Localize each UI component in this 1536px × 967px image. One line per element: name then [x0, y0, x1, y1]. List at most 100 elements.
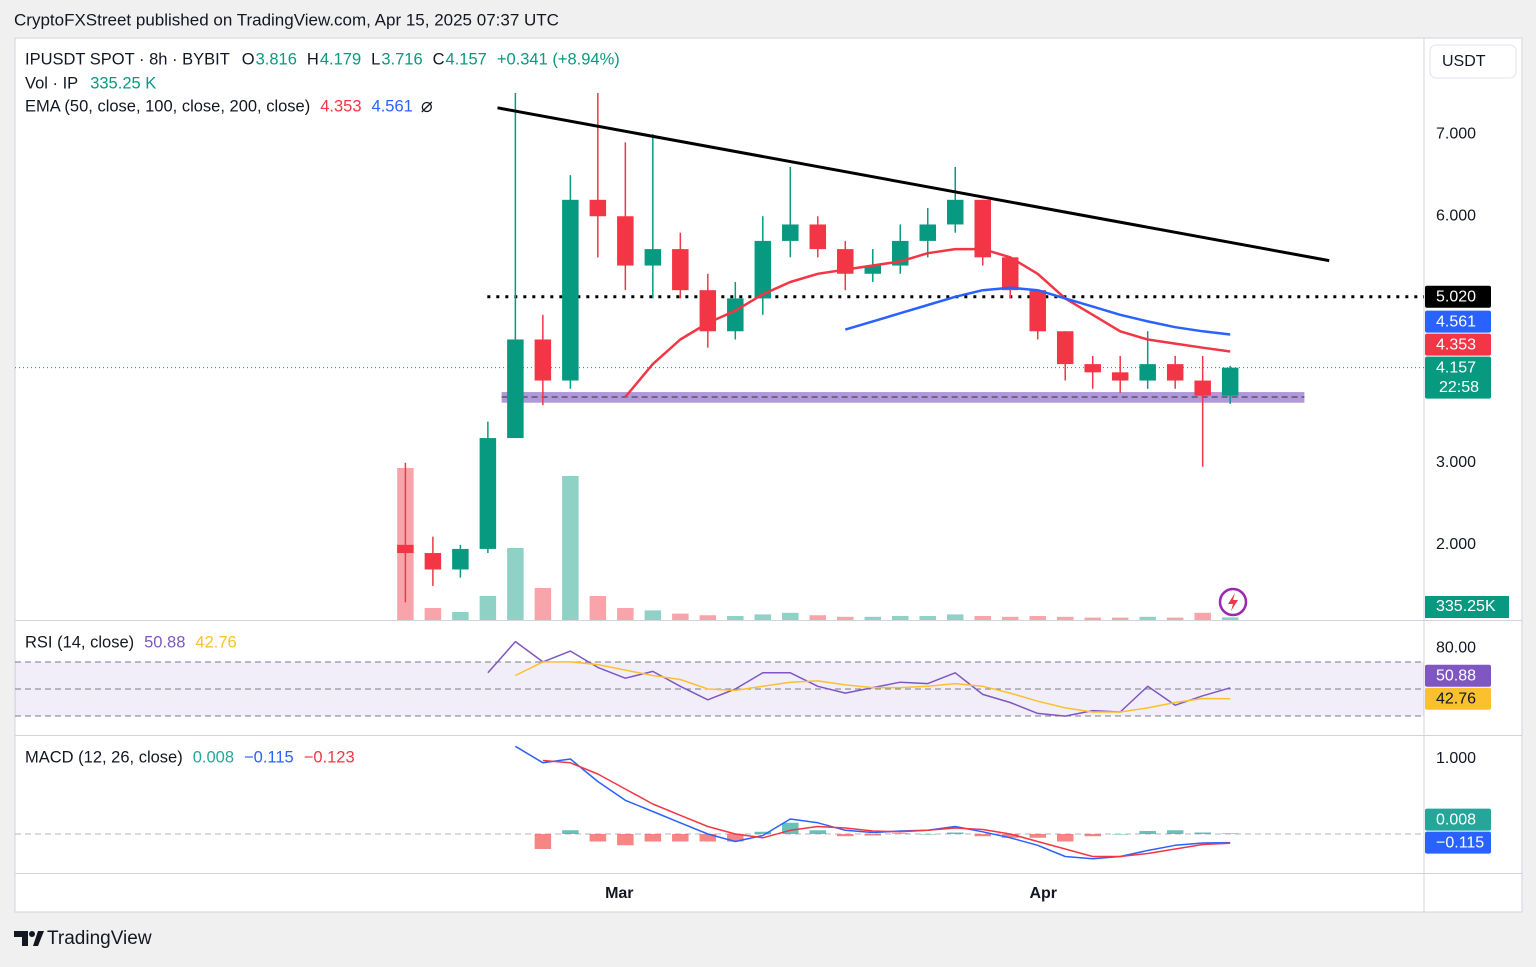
- candle-body: [754, 240, 772, 299]
- volume-bar: [699, 615, 717, 620]
- alert-icon[interactable]: [1218, 587, 1248, 617]
- histogram-bar: [699, 834, 717, 842]
- histogram-bar: [1111, 834, 1129, 835]
- candle-body: [617, 216, 634, 266]
- histogram-bar: [809, 830, 827, 834]
- price-badge: [1425, 333, 1491, 356]
- volume-bar: [672, 613, 689, 620]
- histogram-bar: [1029, 834, 1046, 838]
- logo-mark[interactable]: [33, 931, 44, 946]
- candle-body: [507, 339, 524, 439]
- candle-body: [809, 224, 827, 250]
- histogram-bar: [1084, 834, 1101, 837]
- price-badge: [1425, 310, 1491, 333]
- pane-value: 50.88: [144, 633, 185, 651]
- price-badge-label: 4.561: [1436, 313, 1476, 330]
- ema-label: EMA (50, close, 100, close, 200, close): [25, 97, 310, 115]
- currency-label[interactable]: USDT: [1442, 53, 1486, 70]
- price-badge: [1425, 687, 1491, 710]
- volume-bar: [589, 596, 607, 620]
- histogram-bar: [672, 834, 689, 842]
- volume-value: 335.25 K: [90, 74, 156, 92]
- histogram-bar: [1001, 834, 1019, 838]
- volume-bar: [507, 548, 524, 620]
- volume-bar: [1001, 616, 1019, 620]
- candle-body: [727, 298, 744, 332]
- candle-body: [562, 199, 579, 381]
- histogram-bar: [562, 830, 579, 834]
- hide-icon: [421, 101, 432, 113]
- volume-bar: [892, 616, 909, 620]
- hide-icon: [421, 101, 433, 113]
- ema-value: 4.561: [372, 97, 413, 115]
- indicator-line: [515, 661, 1231, 713]
- x-tick-label: Apr: [1029, 885, 1057, 902]
- brand-logo[interactable]: [14, 931, 44, 946]
- volume-label: Vol · IP: [25, 74, 78, 92]
- candle-body: [1139, 364, 1156, 381]
- candle-body: [452, 548, 469, 570]
- alert-bolt[interactable]: [1228, 593, 1238, 611]
- volume-bar: [754, 614, 772, 620]
- price-badge-label: 4.157: [1436, 359, 1476, 376]
- y-tick-label: 2.000: [1436, 536, 1476, 553]
- volume-bar: [1139, 616, 1156, 620]
- histogram-bar: [589, 834, 607, 842]
- brand-name[interactable]: TradingView: [47, 928, 152, 949]
- histogram-bar: [919, 834, 937, 835]
- histogram-bar: [782, 822, 799, 834]
- candle-body: [974, 199, 991, 258]
- candle-body: [534, 339, 552, 381]
- volume-bar: [864, 616, 882, 620]
- volume-bar: [1111, 617, 1129, 620]
- ema-line: [844, 286, 1231, 336]
- volume-bar: [424, 608, 442, 620]
- logo-mark[interactable]: [14, 931, 28, 946]
- logo-dot[interactable]: [29, 931, 35, 937]
- histogram-bar: [727, 834, 744, 842]
- volume-bar: [782, 612, 799, 620]
- pane-title: RSI (14, close): [25, 633, 134, 651]
- y-tick-label: 6.000: [1436, 207, 1476, 224]
- histogram-bar: [644, 834, 662, 842]
- candle-body: [672, 249, 689, 291]
- volume-bar: [1056, 616, 1074, 620]
- price-badge: [1425, 285, 1491, 308]
- price-badge-label: 50.88: [1436, 668, 1476, 685]
- volume-bar: [1221, 617, 1239, 620]
- countdown-label: 22:58: [1439, 379, 1479, 396]
- candle-body: [1166, 364, 1184, 381]
- volume-bar: [1029, 616, 1046, 620]
- candle-body: [589, 199, 607, 217]
- histogram-bar: [974, 834, 991, 837]
- volume-bar: [479, 596, 497, 620]
- price-badge: [1425, 808, 1491, 831]
- price-badge: [1425, 831, 1491, 854]
- price-badge: [1425, 664, 1491, 687]
- histogram-bar: [892, 833, 909, 834]
- candle-body: [919, 224, 937, 241]
- candle-body: [837, 249, 854, 274]
- indicator-line: [542, 759, 1231, 858]
- currency-button[interactable]: [1429, 44, 1517, 79]
- y-tick-label: 80.00: [1436, 640, 1476, 657]
- volume-bar: [727, 616, 744, 620]
- alert-ring[interactable]: [1218, 587, 1248, 617]
- ema-value: 4.353: [320, 97, 361, 115]
- ohlc-key: L: [371, 50, 380, 68]
- ema-line: [624, 247, 1231, 398]
- ohlc-key: C: [433, 50, 445, 68]
- volume-bar: [809, 615, 827, 620]
- histogram-bar: [1221, 833, 1239, 834]
- candle-body: [1029, 290, 1046, 332]
- histogram-bar: [754, 831, 772, 834]
- y-tick-label: 1.000: [1436, 750, 1476, 767]
- price-badge: [1425, 356, 1491, 399]
- price-badge-label: −0.115: [1436, 834, 1484, 851]
- volume-bar: [947, 614, 964, 620]
- volume-bar: [1084, 617, 1101, 620]
- volume-badge: [1425, 596, 1509, 618]
- price-badge-label: 42.76: [1436, 691, 1476, 708]
- volume-badge-label: 335.25K: [1436, 598, 1496, 615]
